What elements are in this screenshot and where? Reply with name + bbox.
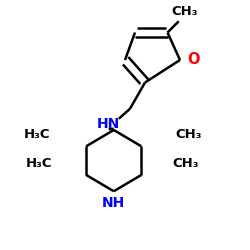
Text: CH₃: CH₃	[175, 128, 202, 141]
Text: H₃C: H₃C	[26, 157, 52, 170]
Text: H₃C: H₃C	[24, 128, 50, 141]
Text: O: O	[187, 52, 200, 68]
Text: CH₃: CH₃	[172, 157, 199, 170]
Text: NH: NH	[102, 196, 126, 210]
Text: CH₃: CH₃	[172, 5, 198, 18]
Text: HN: HN	[97, 117, 120, 131]
